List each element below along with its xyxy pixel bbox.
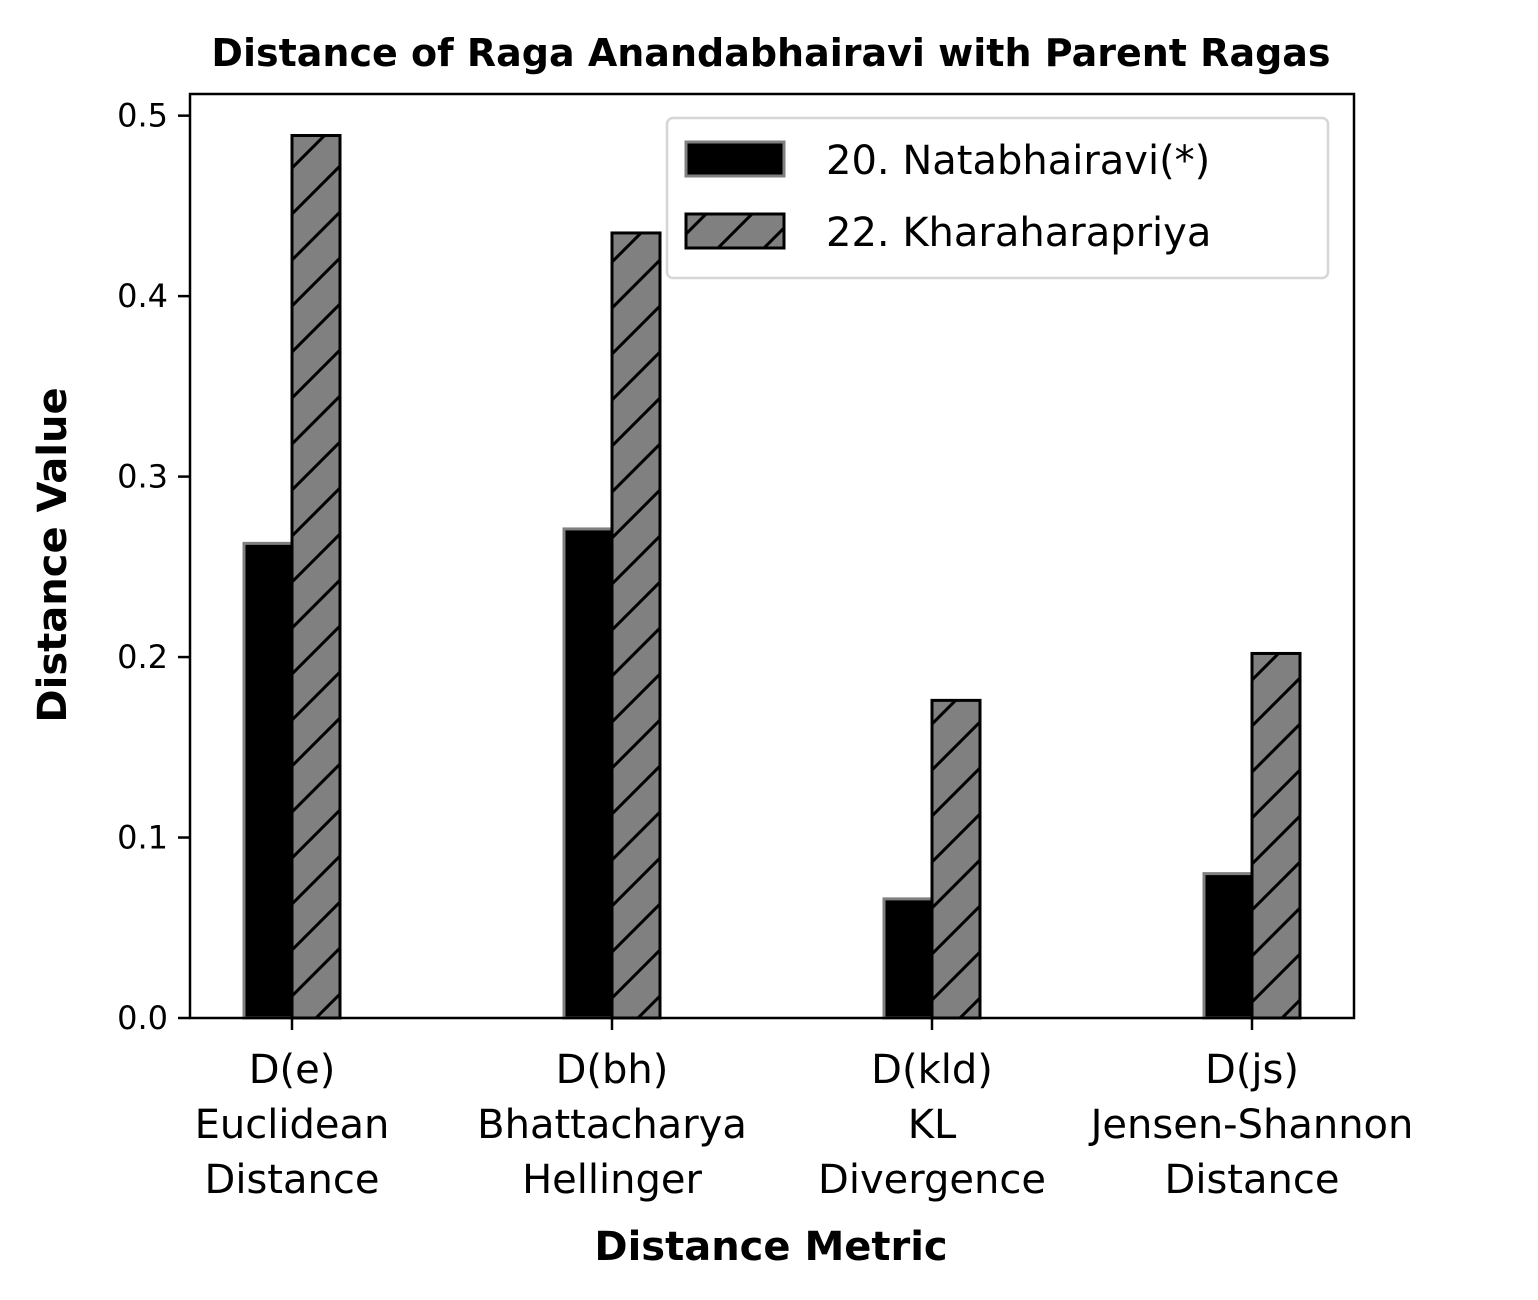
bar-series-1-cat-4 [1202,872,1254,1020]
bar-series-2-cat-1 [290,134,342,1020]
legend-label-2: 22. Kharaharapriya [826,210,1211,256]
x-tick-label: D(bh) Bhattacharya Hellinger [477,1047,747,1203]
y-tick-label: 0.2 [117,638,168,676]
y-tick-label: 0.3 [117,458,168,496]
legend-label-1: 20. Natabhairavi(*) [826,138,1210,184]
bar-series-1-cat-2 [562,527,614,1020]
plot-frame [188,92,1356,1020]
y-axis-label: Distance Value [30,387,76,722]
bar-series-1-cat-1 [242,541,294,1020]
y-tick-label: 0.0 [117,999,168,1037]
chart-title: Distance of Raga Anandabhairavi with Par… [211,31,1330,75]
bar-series-2-cat-3 [930,698,982,1020]
x-tick-label: D(js) Jensen-Shannon Distance [1088,1047,1414,1203]
y-tick-label: 0.4 [117,277,168,315]
bar-series-1-cat-3 [882,897,934,1020]
x-axis-label: Distance Metric [594,1224,947,1270]
legend-swatch-2 [684,212,786,250]
legend-box [665,116,1330,280]
y-tick-label: 0.1 [117,819,168,857]
x-tick-label: D(kld) KL Divergence [818,1047,1046,1203]
legend-swatch-1 [684,140,786,178]
plot-area: 0.0 0.1 0.2 0.3 0.4 0.5 D(e) Euclidean Distance D… [117,92,1414,1203]
bar-series-2-cat-2 [610,231,662,1020]
bar-series-2-cat-4 [1250,651,1302,1020]
y-tick-label: 0.5 [117,97,168,135]
x-tick-label: D(e) Euclidean Distance [195,1047,390,1203]
